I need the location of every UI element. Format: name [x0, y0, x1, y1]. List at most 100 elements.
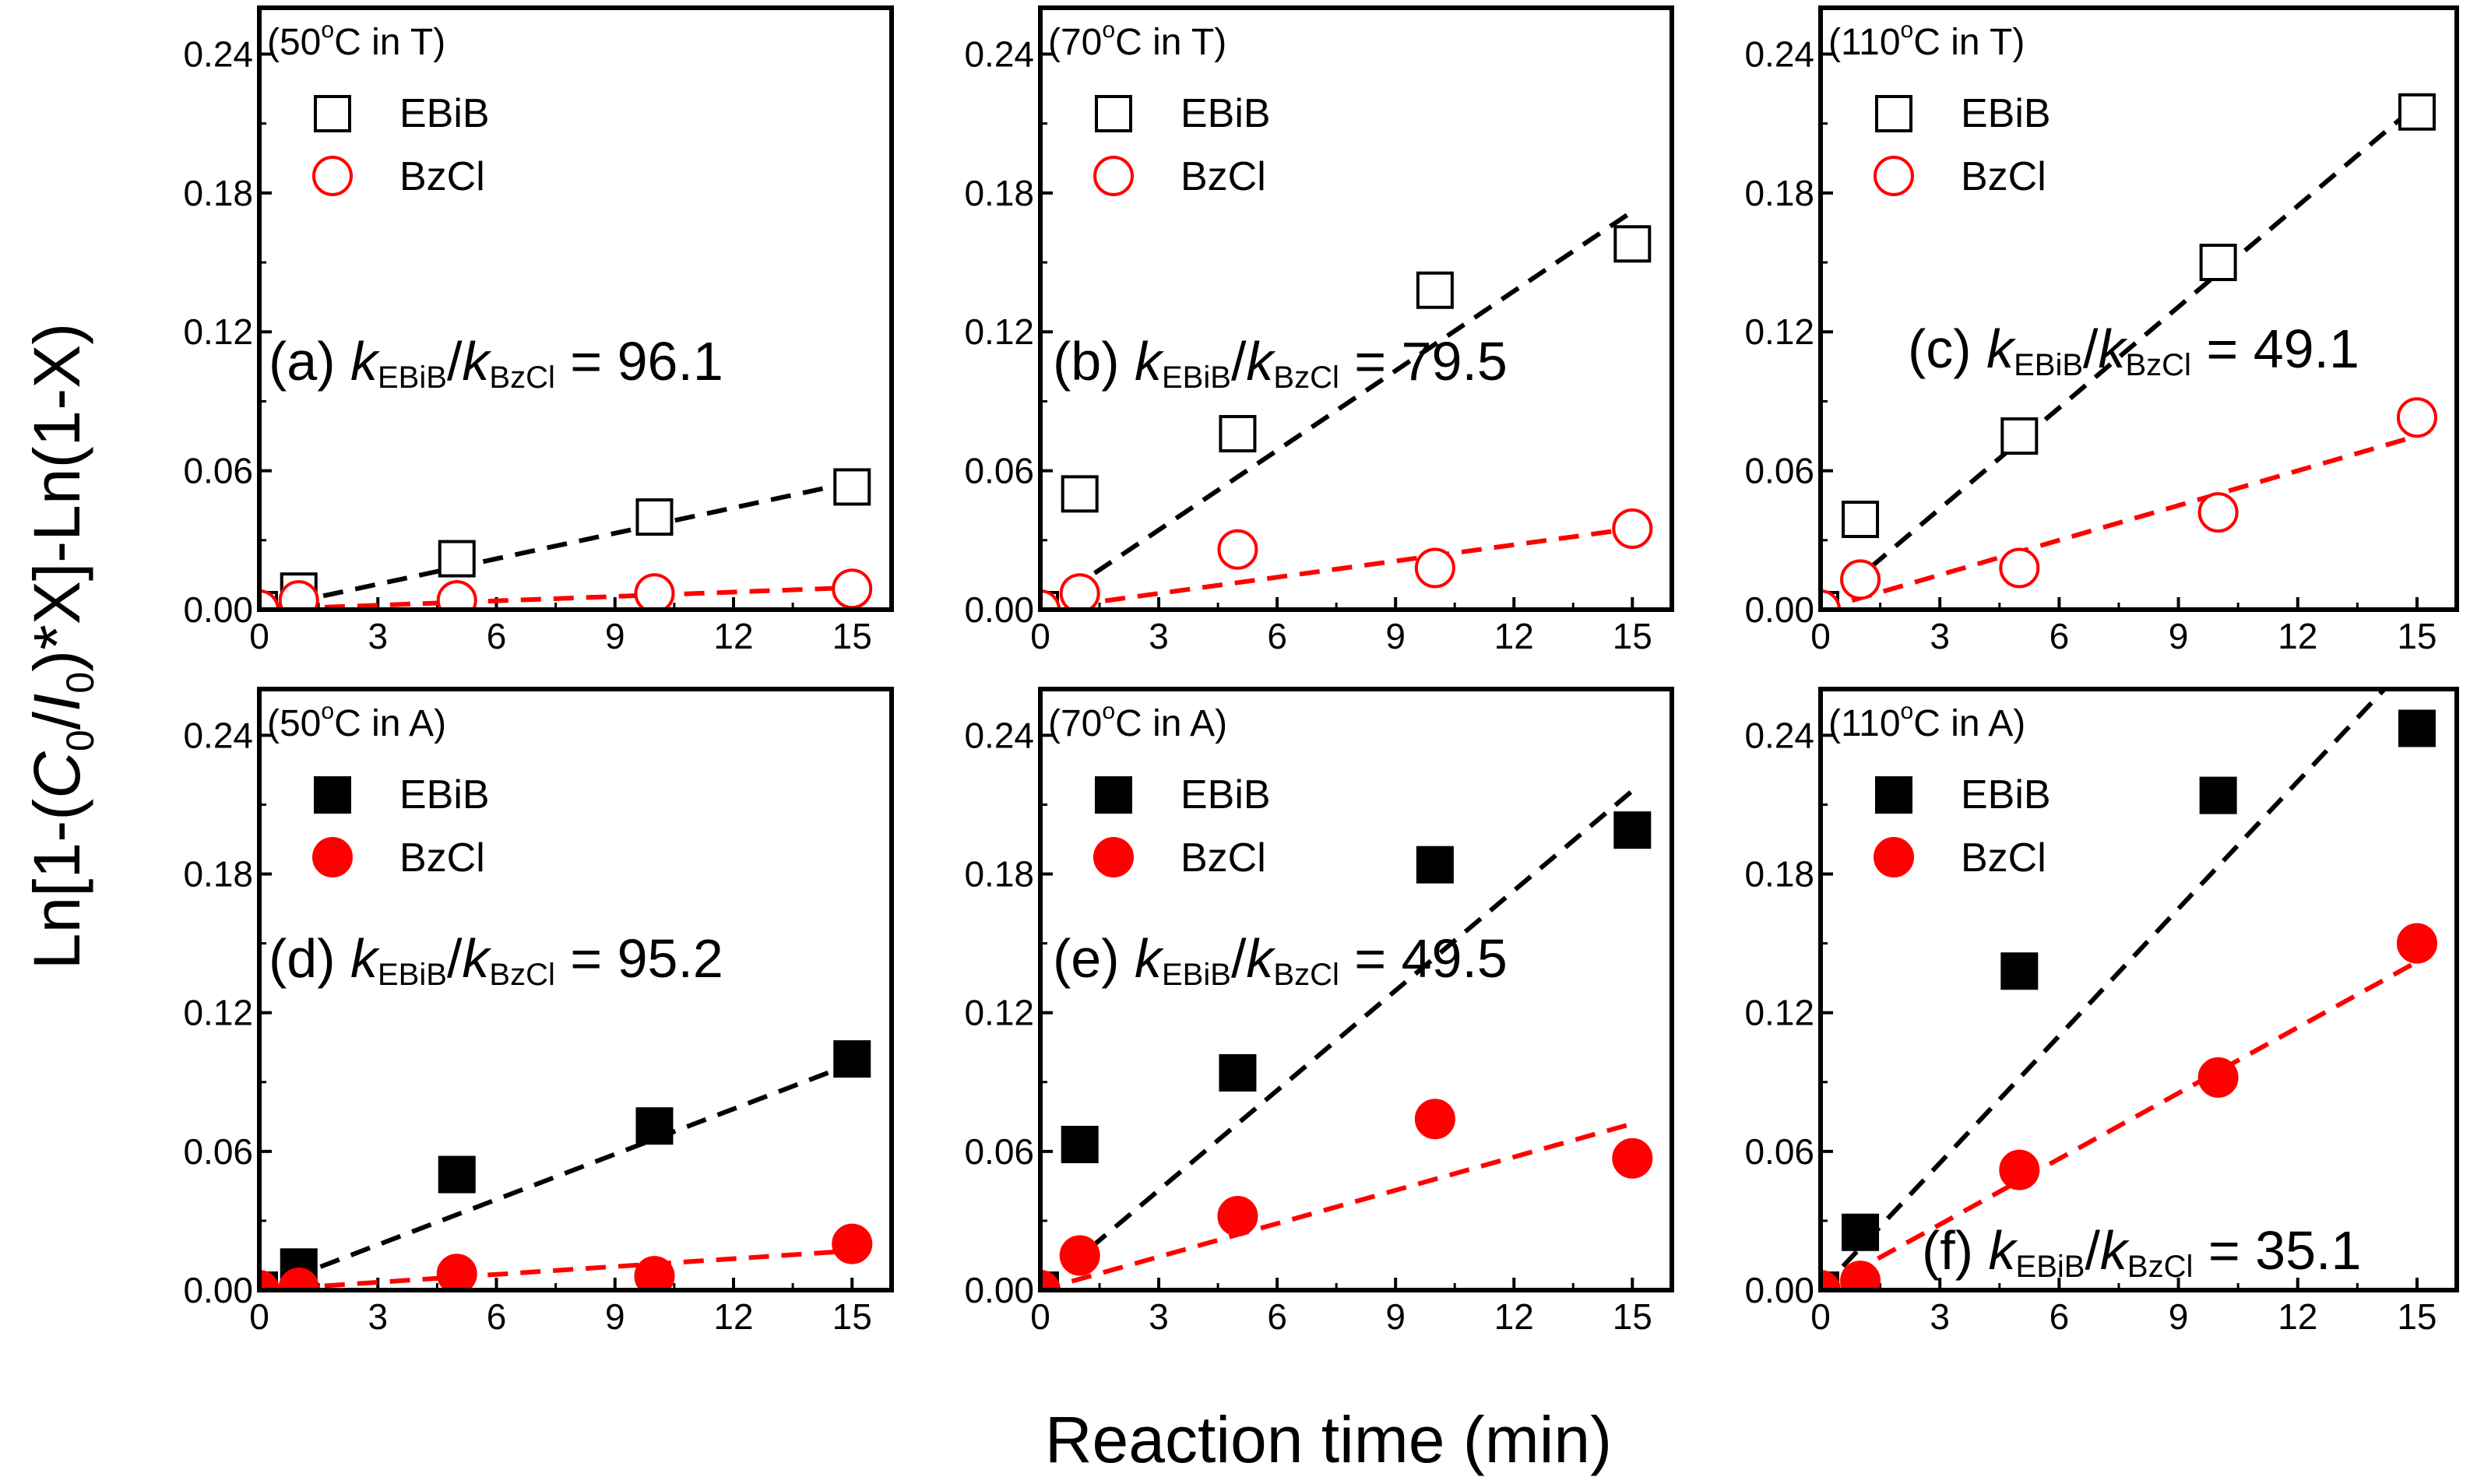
x-tick-label: 0: [1810, 1296, 1831, 1337]
bzcl-marker: [259, 1270, 280, 1290]
plot-frame: [1818, 5, 2459, 612]
legend-ebib-marker: [1875, 776, 1912, 814]
x-tick-label: 12: [2278, 1296, 2317, 1337]
legend: EBiB BzCl: [1093, 91, 1271, 199]
panel-4: 0.00 0.06 0.12 0.18 0.24 0 3 6 9 12 15 (50oC in A) E…: [183, 687, 894, 1337]
x-tick-label: 12: [1494, 616, 1534, 656]
y-tick-label: 0.24: [964, 715, 1034, 755]
legend-bzcl-marker: [1874, 156, 1914, 196]
bzcl-marker: [1059, 1235, 1100, 1276]
ebib-marker: [1416, 271, 1454, 309]
plot-area: [1821, 93, 2437, 610]
x-tick-label: 6: [487, 1296, 507, 1337]
bzcl-marker: [1414, 547, 1455, 589]
y-tick-label: 0.18: [183, 173, 253, 213]
plot-area: [1040, 209, 1653, 610]
x-tick-label: 3: [1930, 1296, 1950, 1337]
x-tick-label: 3: [1930, 616, 1950, 656]
x-tick-label: 3: [1149, 1296, 1169, 1337]
x-tick-label: 15: [2397, 616, 2437, 656]
fit-line-bzcl: [1821, 959, 2419, 1290]
panel-5: 0.00 0.06 0.12 0.18 0.24 0 3 6 9 12 15 (70oC in A) E…: [964, 687, 1674, 1337]
ebib-marker: [438, 540, 476, 578]
ebib-marker: [1842, 1213, 1880, 1251]
legend-ebib-label: EBiB: [1961, 772, 2051, 818]
y-tick-label: 0.12: [964, 311, 1034, 352]
fit-line-ebib: [259, 1061, 853, 1290]
rate-ratio-annotation: (b) kEBiB/kBzCl = 79.5: [1053, 331, 1508, 395]
panels: 0.00 0.06 0.12 0.18 0.24 0 3 6 9 12 15 (50oC in T) E…: [183, 5, 2459, 1337]
y-tick-label: 0.00: [183, 1270, 253, 1310]
fit-line-bzcl: [259, 585, 853, 610]
ebib-marker: [635, 498, 674, 536]
legend-ebib-marker: [1095, 776, 1132, 814]
y-tick-label: 0.00: [964, 1270, 1034, 1310]
x-tick-label: 6: [2050, 1296, 2070, 1337]
y-tick-label: 0.24: [964, 33, 1034, 74]
x-tick-label: 0: [1810, 616, 1831, 656]
legend-bzcl-label: BzCl: [399, 154, 485, 199]
plot-area: [259, 468, 873, 610]
plot-frame: [257, 687, 894, 1292]
bzcl-marker: [1040, 1270, 1061, 1290]
legend: EBiB BzCl: [312, 91, 490, 199]
y-tick-label: 0.24: [183, 715, 253, 755]
bzcl-marker: [1821, 589, 1841, 610]
y-tick-label: 0.12: [964, 993, 1034, 1033]
plot-frame: [257, 5, 894, 612]
bzcl-marker: [634, 1256, 675, 1290]
panel-title: (70oC in A): [1048, 698, 1227, 744]
bzcl-marker: [832, 1223, 873, 1264]
ebib-marker: [1061, 1125, 1099, 1163]
panel-title: (50oC in A): [267, 698, 446, 744]
fit-line-bzcl: [1821, 434, 2418, 610]
x-tick-label: 0: [249, 616, 269, 656]
fit-line-ebib: [1821, 689, 2388, 1290]
ebib-marker: [1219, 415, 1257, 453]
y-tick-label: 0.12: [183, 311, 253, 352]
x-tick-label: 15: [2397, 1296, 2437, 1337]
bzcl-marker: [1040, 589, 1061, 610]
legend: EBiB BzCl: [1874, 91, 2051, 199]
x-tick-label: 3: [1149, 616, 1169, 656]
panel-title: (110oC in T): [1828, 17, 2025, 63]
rate-ratio-annotation: (d) kEBiB/kBzCl = 95.2: [269, 928, 723, 992]
y-tick-label: 0.06: [1744, 1131, 1814, 1172]
plot-area: [1040, 789, 1653, 1290]
fit-line-bzcl: [1040, 526, 1633, 610]
x-tick-label: 12: [2278, 616, 2317, 656]
x-tick-label: 9: [1385, 616, 1406, 656]
panel-6: 0.00 0.06 0.12 0.18 0.24 0 3 6 9 12 15 (110oC in A)…: [1744, 687, 2459, 1337]
x-tick-label: 15: [832, 1296, 872, 1337]
y-tick-label: 0.18: [964, 854, 1034, 895]
y-tick-label: 0.06: [964, 1131, 1034, 1172]
legend: EBiB BzCl: [1093, 772, 1271, 881]
plot-area: [1821, 689, 2437, 1290]
y-axis-title: Ln[1-(C0/I0)*X]-Ln(1-X): [20, 323, 102, 970]
ebib-marker: [833, 468, 871, 506]
x-tick-label: 9: [605, 1296, 625, 1337]
y-tick-label: 0.00: [1744, 589, 1814, 630]
fit-line-ebib: [259, 480, 853, 610]
bzcl-marker: [832, 568, 873, 610]
x-tick-label: 12: [1494, 1296, 1534, 1337]
y-tick-label: 0.00: [183, 589, 253, 630]
bzcl-marker: [1840, 1261, 1881, 1290]
ebib-marker: [1613, 225, 1652, 263]
x-tick-label: 15: [832, 616, 872, 656]
legend-ebib-marker: [1095, 95, 1132, 132]
legend-bzcl-marker: [1874, 837, 1914, 877]
legend-bzcl-label: BzCl: [1180, 835, 1266, 881]
x-tick-label: 12: [713, 616, 753, 656]
ebib-marker: [1061, 475, 1099, 513]
panel-2: 0.00 0.06 0.12 0.18 0.24 0 3 6 9 12 15 (70oC in T) E…: [964, 5, 1674, 656]
bzcl-marker: [634, 573, 675, 610]
legend-ebib-label: EBiB: [1180, 772, 1271, 818]
legend-bzcl-marker: [1093, 837, 1134, 877]
x-tick-label: 15: [1613, 616, 1652, 656]
legend-bzcl-marker: [312, 837, 353, 877]
ebib-marker: [2000, 417, 2039, 455]
ebib-marker: [2199, 776, 2237, 814]
bzcl-marker: [1821, 1270, 1841, 1290]
